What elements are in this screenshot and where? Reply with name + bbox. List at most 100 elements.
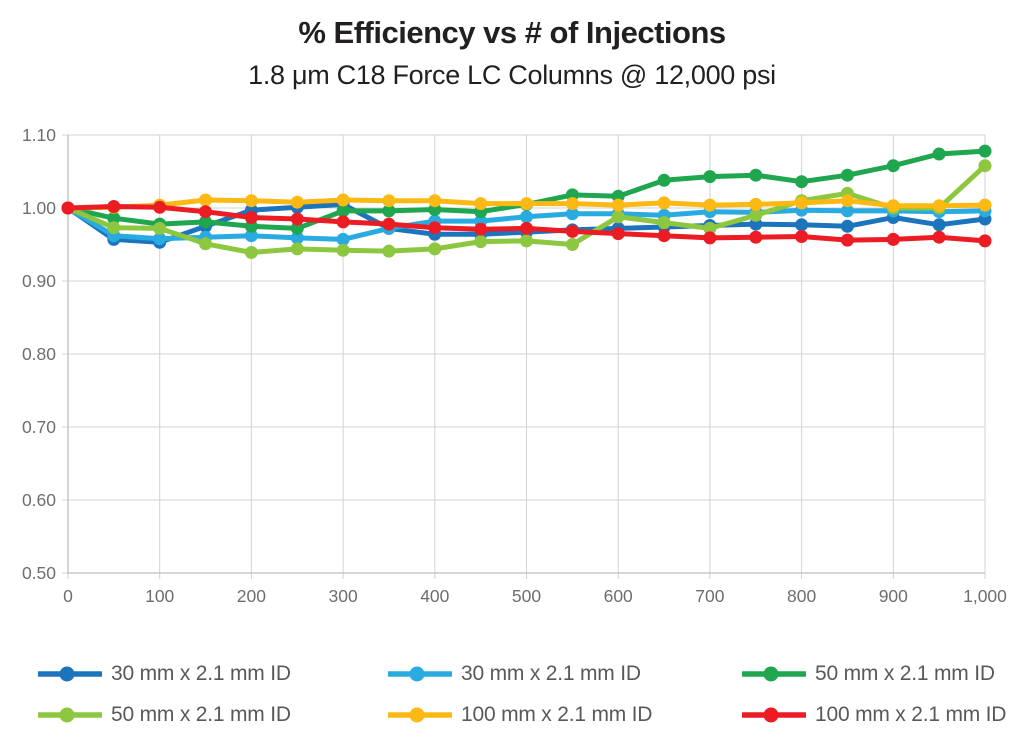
chart-title: % Efficiency vs # of Injections bbox=[298, 15, 726, 50]
data-point bbox=[657, 173, 671, 187]
y-tick-label: 1.00 bbox=[22, 198, 56, 218]
data-point bbox=[336, 243, 350, 257]
legend-dot bbox=[763, 707, 779, 723]
series-marker-icon bbox=[38, 666, 102, 682]
data-point bbox=[703, 221, 717, 235]
data-point bbox=[840, 194, 854, 208]
data-point bbox=[703, 170, 717, 184]
series-marker-icon bbox=[38, 707, 102, 723]
data-point bbox=[520, 197, 533, 211]
data-point bbox=[840, 204, 854, 218]
legend-item: 100 mm x 2.1 mm ID bbox=[388, 703, 652, 727]
chart-titles: % Efficiency vs # of Injections 1.8 μm C… bbox=[0, 14, 1024, 91]
data-point bbox=[565, 207, 579, 221]
data-point bbox=[290, 221, 304, 235]
data-point bbox=[886, 199, 900, 213]
data-point bbox=[932, 147, 946, 161]
data-point bbox=[749, 168, 763, 182]
data-point bbox=[290, 195, 304, 209]
y-tick-label: 0.70 bbox=[22, 417, 56, 437]
data-point bbox=[840, 233, 854, 247]
data-point bbox=[199, 205, 212, 219]
data-point bbox=[520, 210, 533, 224]
data-point bbox=[795, 196, 809, 210]
legend-item: 30 mm x 2.1 mm ID bbox=[388, 662, 641, 686]
y-tick-label: 0.80 bbox=[22, 344, 56, 364]
data-point bbox=[795, 218, 809, 232]
data-point bbox=[336, 232, 350, 246]
data-point bbox=[703, 198, 717, 212]
legend-label: 30 mm x 2.1 mm ID bbox=[111, 662, 291, 685]
data-point bbox=[795, 230, 809, 243]
data-point bbox=[290, 242, 304, 256]
data-point bbox=[107, 221, 121, 235]
data-point bbox=[244, 194, 258, 208]
legend-dot bbox=[763, 666, 779, 682]
data-point bbox=[153, 221, 167, 235]
data-point bbox=[886, 232, 900, 246]
legend-label: 100 mm x 2.1 mm ID bbox=[815, 703, 1007, 726]
data-point bbox=[795, 175, 809, 189]
data-point bbox=[107, 211, 121, 225]
data-point bbox=[336, 215, 350, 229]
data-point bbox=[978, 159, 992, 173]
x-tick-label: 1,000 bbox=[963, 586, 1007, 606]
legend-label: 50 mm x 2.1 mm ID bbox=[111, 703, 291, 726]
legend-item: 50 mm x 2.1 mm ID bbox=[742, 662, 995, 686]
x-tick-label: 200 bbox=[237, 586, 266, 606]
legend-item: 50 mm x 2.1 mm ID bbox=[38, 703, 291, 727]
legend-label: 30 mm x 2.1 mm ID bbox=[461, 662, 641, 685]
series-marker-icon bbox=[388, 707, 452, 723]
data-point bbox=[749, 197, 763, 211]
series-marker-icon bbox=[388, 666, 452, 682]
data-point bbox=[657, 216, 671, 230]
legend-item: 100 mm x 2.1 mm ID bbox=[742, 703, 1006, 727]
legend-dot bbox=[409, 666, 425, 682]
x-tick-label: 300 bbox=[328, 586, 357, 606]
legend-label: 100 mm x 2.1 mm ID bbox=[461, 703, 653, 726]
data-point bbox=[153, 200, 167, 214]
data-point bbox=[978, 144, 992, 158]
data-point bbox=[61, 201, 75, 215]
data-point bbox=[199, 237, 212, 251]
data-point bbox=[840, 168, 854, 182]
y-tick-label: 0.50 bbox=[22, 563, 56, 583]
x-tick-label: 100 bbox=[145, 586, 174, 606]
data-point bbox=[978, 234, 992, 248]
data-point bbox=[978, 198, 992, 212]
data-point bbox=[474, 235, 488, 249]
data-point bbox=[199, 215, 212, 229]
data-point bbox=[565, 238, 579, 251]
series-marker-icon bbox=[742, 666, 806, 682]
y-tick-label: 0.60 bbox=[22, 490, 56, 510]
legend-item: 30 mm x 2.1 mm ID bbox=[38, 662, 291, 686]
data-point bbox=[382, 217, 396, 231]
data-point bbox=[657, 229, 671, 243]
chart-subtitle: 1.8 μm C18 Force LC Columns @ 12,000 psi bbox=[248, 59, 776, 90]
legend-dot bbox=[59, 666, 75, 682]
x-tick-label: 600 bbox=[604, 586, 633, 606]
data-point bbox=[474, 222, 488, 236]
y-tick-label: 0.90 bbox=[22, 271, 56, 291]
data-point bbox=[749, 230, 763, 244]
data-point bbox=[382, 194, 396, 208]
data-point bbox=[428, 242, 442, 256]
legend-label: 50 mm x 2.1 mm ID bbox=[815, 662, 995, 685]
data-point bbox=[107, 200, 121, 213]
data-point bbox=[886, 159, 900, 173]
data-point bbox=[474, 197, 488, 211]
data-point bbox=[611, 227, 625, 241]
data-point bbox=[290, 212, 304, 226]
data-point bbox=[932, 218, 946, 232]
y-tick-label: 1.10 bbox=[22, 125, 56, 145]
x-tick-label: 800 bbox=[787, 586, 816, 606]
data-point bbox=[336, 193, 350, 207]
data-point bbox=[382, 204, 396, 218]
series-marker-icon bbox=[742, 707, 806, 723]
data-point bbox=[153, 232, 167, 246]
legend-dot bbox=[409, 707, 425, 723]
data-point bbox=[199, 193, 212, 207]
legend-dot bbox=[59, 707, 75, 723]
